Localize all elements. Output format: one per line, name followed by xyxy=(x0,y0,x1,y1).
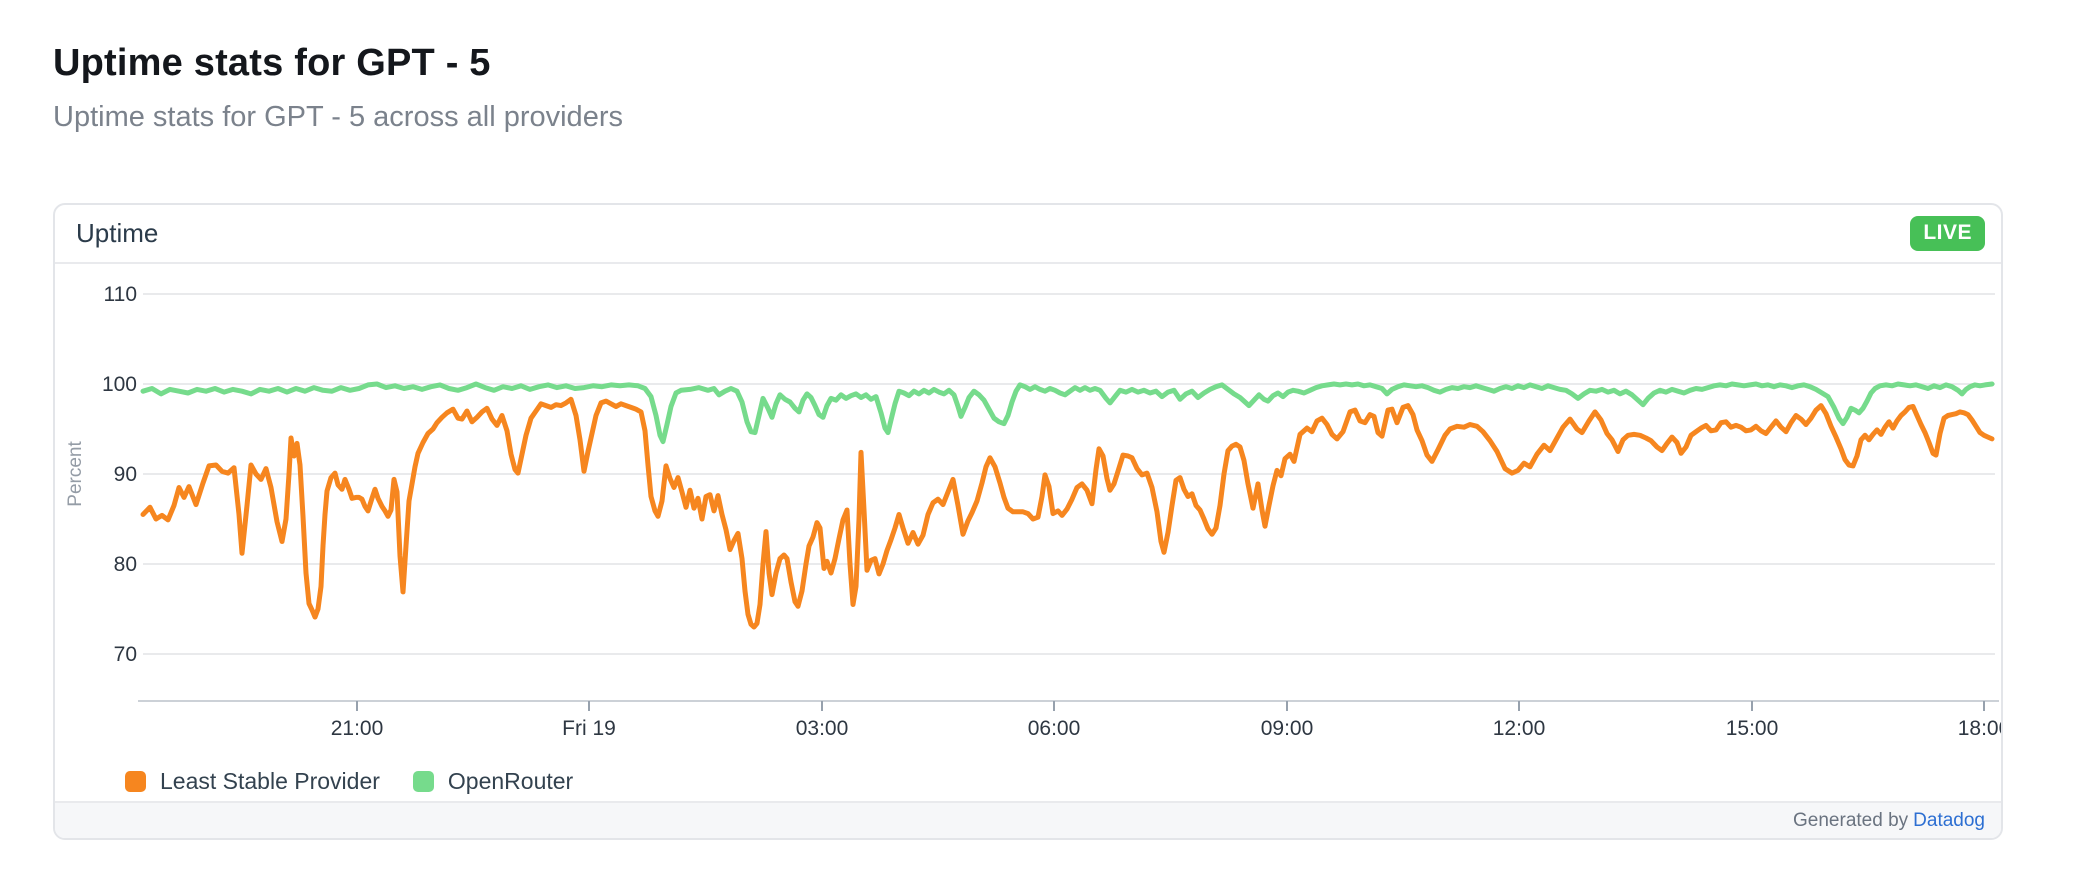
datadog-link[interactable]: Datadog xyxy=(1913,809,1985,831)
y-tick-label-90: 90 xyxy=(114,463,137,486)
legend-item-least-stable-provider[interactable]: Least Stable Provider xyxy=(125,768,380,795)
uptime-chart-card: Uptime LIVE 110 100 90 80 70 Percent 21:00 Fri … xyxy=(53,203,2003,840)
y-axis-title: Percent xyxy=(65,441,86,507)
page-subtitle: Uptime stats for GPT - 5 across all prov… xyxy=(53,101,623,133)
chart-card-header: Uptime LIVE xyxy=(55,205,2001,264)
generated-by-text: Generated by xyxy=(1793,809,1909,831)
y-tick-label-110: 110 xyxy=(104,283,137,306)
x-tick-label: 15:00 xyxy=(1726,717,1779,740)
legend-label: Least Stable Provider xyxy=(160,767,380,794)
y-tick-label-80: 80 xyxy=(114,553,137,576)
legend-label: OpenRouter xyxy=(447,767,574,794)
x-tick-label: Fri 19 xyxy=(562,717,616,740)
chart-canvas[interactable]: 110 100 90 80 70 Percent 21:00 Fri 19 03:00 06:00… xyxy=(55,264,2001,761)
chart-title: Uptime xyxy=(76,218,159,248)
chart-legend: Least Stable Provider OpenRouter xyxy=(55,761,2001,801)
x-tick-label: 18:00 xyxy=(1958,717,2001,740)
page-title: Uptime stats for GPT - 5 xyxy=(53,42,491,84)
series-line-openrouter xyxy=(140,381,1995,445)
live-status-badge: LIVE xyxy=(1910,216,1985,251)
uptime-line-chart[interactable]: 110 100 90 80 70 Percent 21:00 Fri 19 03:00 06:00… xyxy=(55,264,2001,761)
legend-swatch-green xyxy=(412,770,434,792)
series-line-least-stable-provider xyxy=(140,396,1995,630)
y-tick-label-70: 70 xyxy=(114,643,137,666)
chart-footer: Generated by Datadog xyxy=(55,801,2001,838)
legend-item-openrouter[interactable]: OpenRouter xyxy=(412,767,574,795)
page-header: Uptime stats for GPT - 5 Uptime stats fo… xyxy=(0,0,2078,133)
legend-swatch-orange xyxy=(125,770,146,792)
x-tick-label: 12:00 xyxy=(1493,717,1546,740)
y-tick-label-100: 100 xyxy=(102,373,137,396)
x-tick-label: 03:00 xyxy=(796,717,849,740)
x-tick-label: 21:00 xyxy=(331,717,384,740)
x-tick-label: 09:00 xyxy=(1261,717,1314,740)
x-tick-label: 06:00 xyxy=(1028,717,1081,740)
